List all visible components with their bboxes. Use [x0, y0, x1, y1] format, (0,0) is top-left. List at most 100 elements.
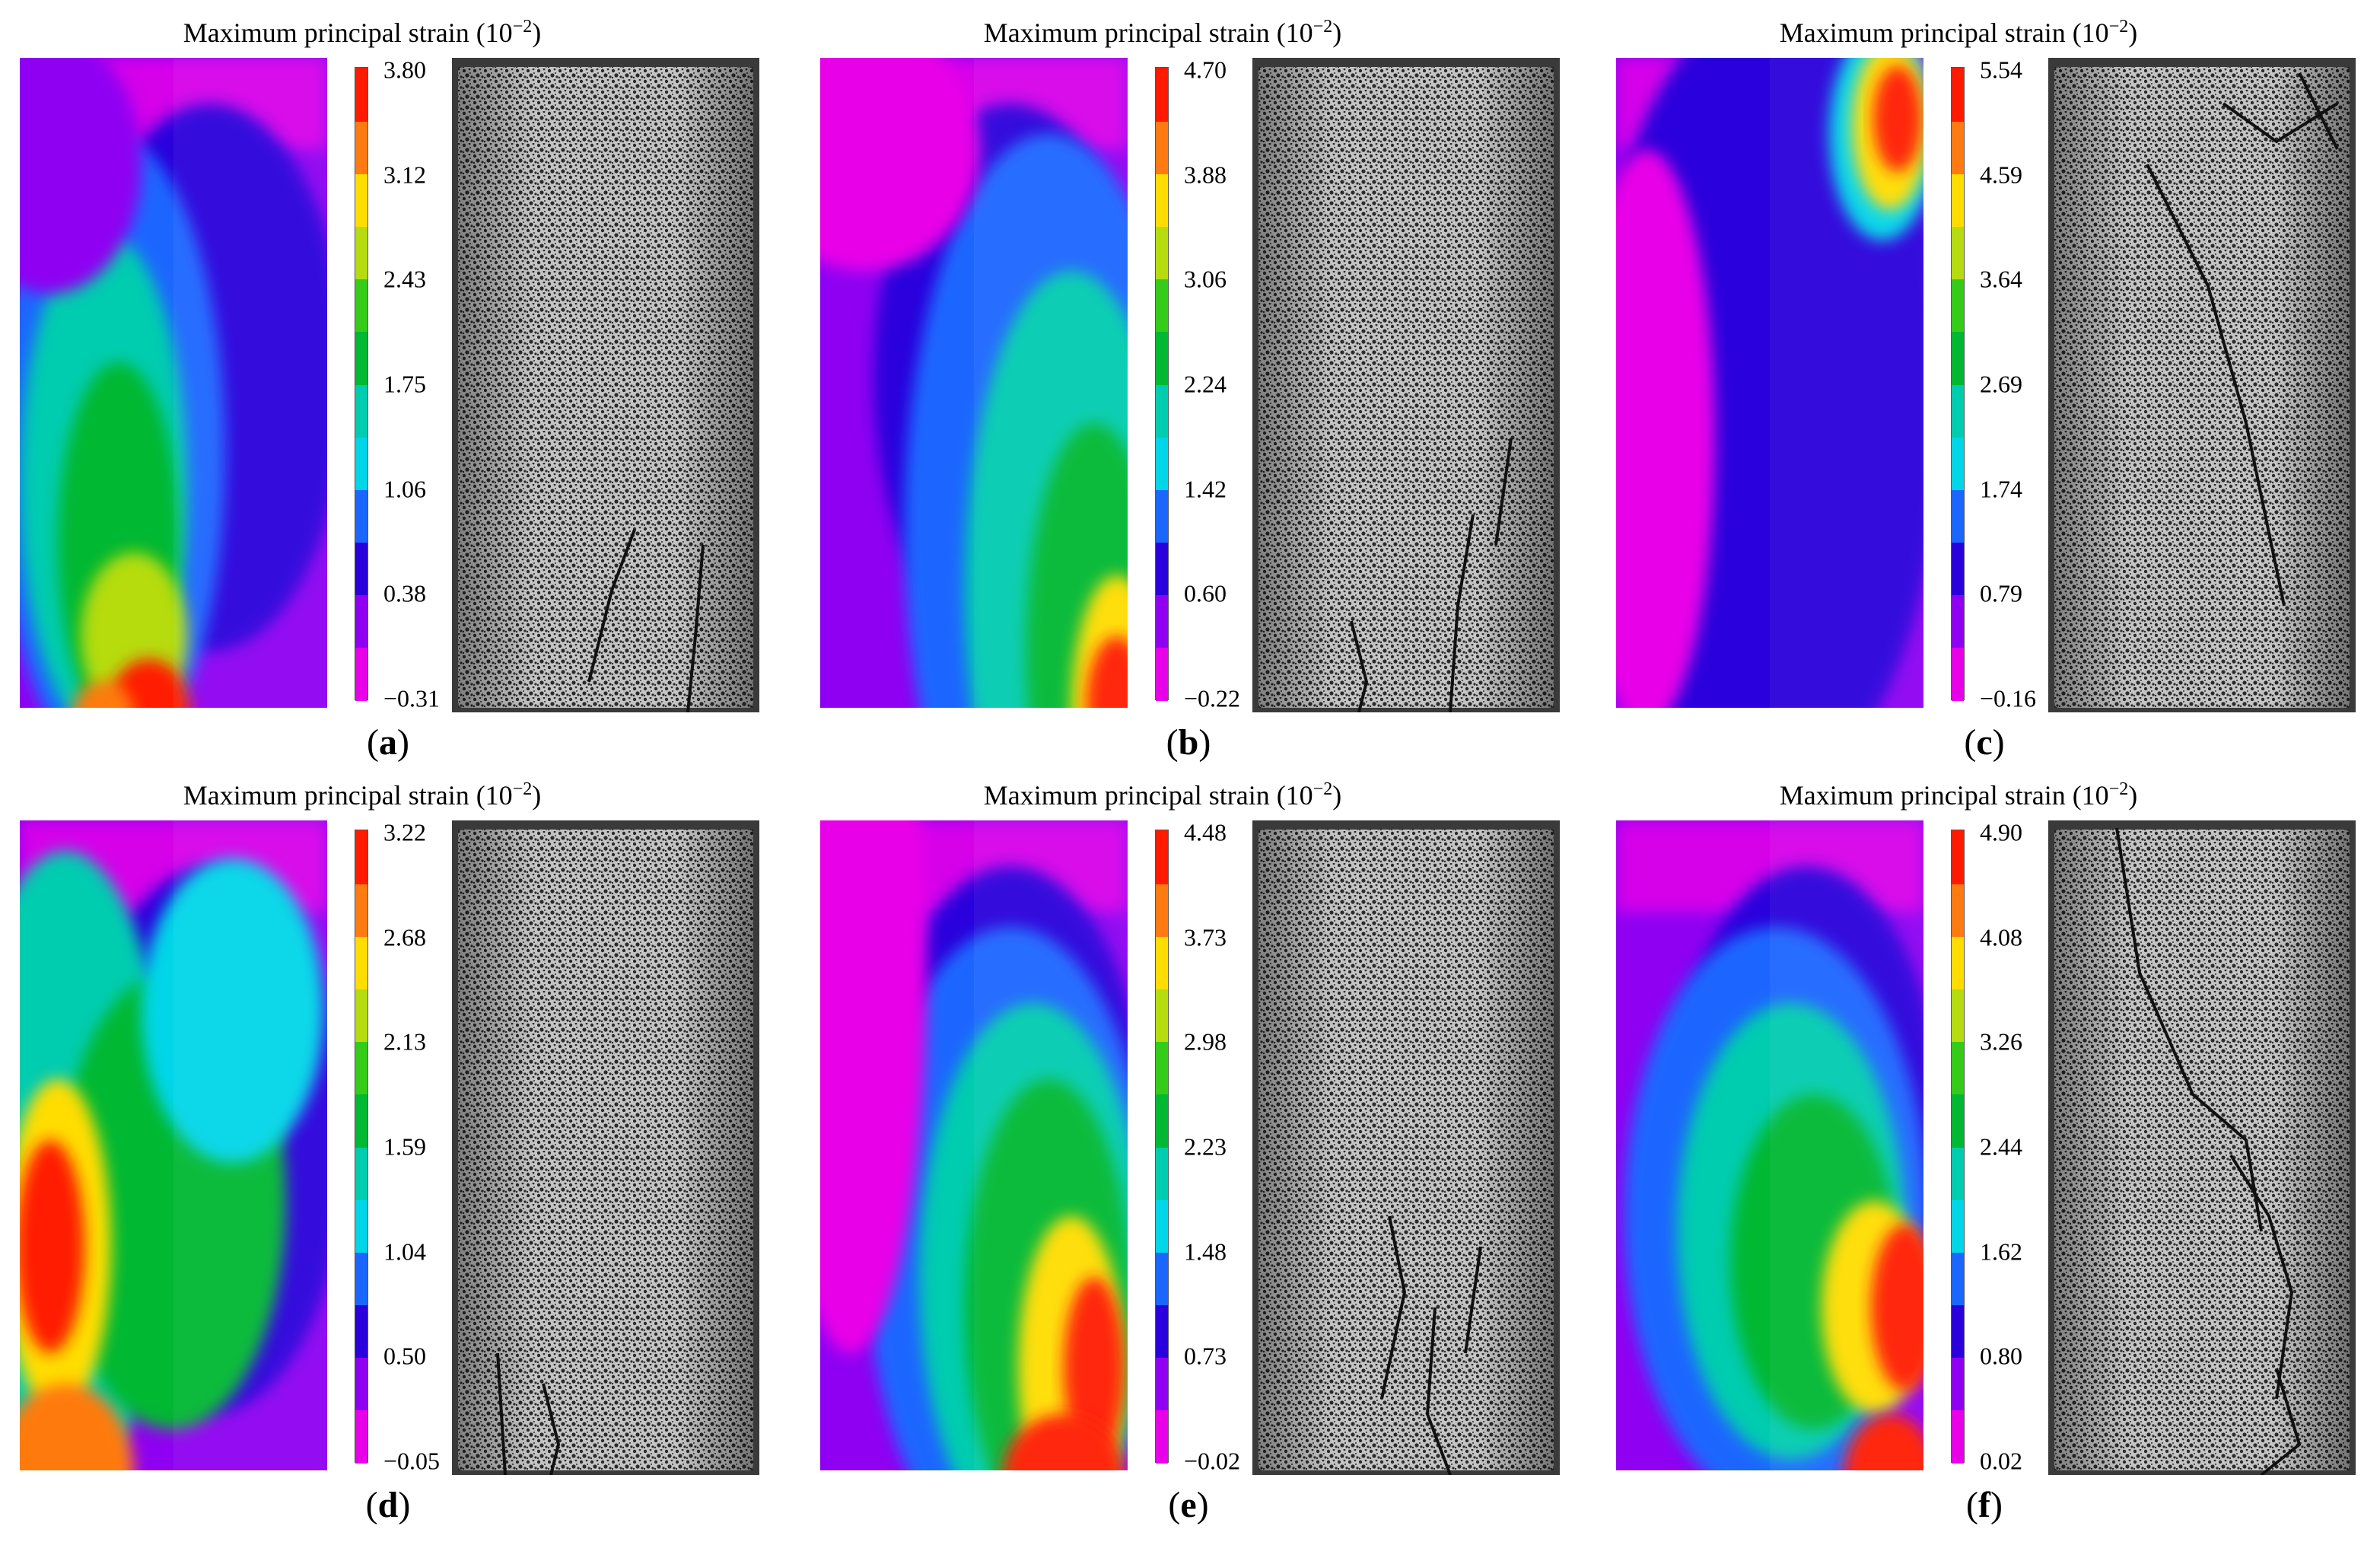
paren-open: (	[1168, 1485, 1181, 1525]
colorbar-segment	[1952, 384, 1964, 438]
colorbar-tick-label: 3.12	[383, 161, 426, 189]
colorbar-tick-label: 4.70	[1184, 56, 1227, 84]
colorbar-segment	[1156, 120, 1168, 174]
colorbar-segment	[355, 883, 368, 937]
colorbar-segment	[1952, 489, 1964, 543]
colorbar-segment	[1952, 173, 1964, 228]
contour-region-5	[142, 858, 324, 1163]
colorbar	[1951, 830, 1965, 1464]
paren-close: )	[1196, 1485, 1209, 1525]
paren-open: (	[367, 722, 379, 763]
colorbar-segment	[1952, 1356, 1964, 1411]
colorbar-segment	[1156, 988, 1168, 1043]
colorbar-segment	[1952, 594, 1964, 648]
colorbar-tick-label: 3.80	[383, 56, 426, 84]
contour-shade	[1770, 820, 1923, 1470]
colorbar-tick-label: 2.44	[1980, 1132, 2022, 1161]
colorbar-tick-label: 1.75	[383, 370, 426, 398]
colorbar-segment	[355, 646, 368, 701]
paren-open: (	[1964, 722, 1977, 763]
strain-contour-map	[820, 58, 1128, 708]
colorbar-segment	[355, 935, 368, 990]
title-close: )	[532, 18, 542, 48]
colorbar-tick-label: −0.16	[1980, 684, 2037, 712]
colorbar-segment	[1952, 225, 1964, 280]
colorbar-tick-label: 1.06	[383, 475, 426, 503]
title-text: Maximum principal strain (10	[983, 780, 1313, 811]
title-text: Maximum principal strain (10	[1779, 18, 2109, 48]
contour-region-5	[1844, 1414, 1923, 1470]
colorbar-segment	[1156, 384, 1168, 438]
colorbar-segment	[1952, 830, 1964, 884]
colorbar-tick-label: −0.22	[1184, 684, 1241, 712]
colorbar-tick-label: 0.02	[1980, 1447, 2022, 1475]
crack-line	[2222, 102, 2339, 144]
colorbar-segment	[1952, 1251, 1964, 1306]
colorbar-tick-label: 3.26	[1980, 1027, 2022, 1056]
specimen-photo-svg	[452, 820, 759, 1476]
contour-region-4	[1064, 1277, 1125, 1460]
panel-letter: e	[1180, 1485, 1197, 1525]
colorbar-segment	[1156, 646, 1168, 701]
panel-letter: a	[379, 722, 397, 763]
crack-line	[2229, 1154, 2294, 1400]
panel-title: Maximum principal strain (10−2)	[1738, 17, 2179, 49]
panel-title: Maximum principal strain (10−2)	[142, 779, 583, 811]
colorbar-tick-label: 2.24	[1184, 370, 1227, 398]
colorbar-segment	[355, 1304, 368, 1358]
colorbar-tick-label: 2.98	[1184, 1027, 1227, 1056]
strain-contour-map	[20, 58, 327, 708]
panel-label: (e)	[1112, 1484, 1265, 1526]
colorbar-tick-label: 0.50	[383, 1342, 426, 1370]
panel-e: Maximum principal strain (10−2) 4.48 3.73 2…	[800, 763, 1561, 1526]
specimen-photo-svg	[452, 58, 759, 713]
colorbar-tick-label: −0.02	[1184, 1447, 1241, 1475]
colorbar-tick-label: 1.74	[1980, 475, 2022, 503]
colorbar-segment	[355, 436, 368, 490]
crack-line	[2115, 827, 2263, 1232]
colorbar-segment	[1952, 1199, 1964, 1253]
contour-region-3	[20, 1140, 84, 1353]
paren-close: )	[1990, 1485, 2003, 1525]
colorbar-segment	[355, 1356, 368, 1411]
colorbar-segment	[1156, 1409, 1168, 1464]
paren-close: )	[397, 722, 409, 763]
paren-close: )	[398, 1485, 411, 1525]
panel-title: Maximum principal strain (10−2)	[942, 17, 1383, 49]
panel-title: Maximum principal strain (10−2)	[942, 779, 1383, 811]
colorbar-segment	[1156, 1146, 1168, 1200]
specimen-photo	[452, 58, 759, 713]
strain-contour-svg	[820, 58, 1128, 708]
specimen-shading	[1258, 67, 1554, 708]
colorbar-tick-label: 0.79	[1980, 579, 2022, 607]
colorbar-tick-label: 3.64	[1980, 265, 2022, 293]
colorbar-segment	[1156, 489, 1168, 543]
panel-f: Maximum principal strain (10−2) 4.90 4.08 3…	[1596, 763, 2357, 1525]
panel-title: Maximum principal strain (10−2)	[1738, 779, 2179, 811]
colorbar-segment	[1156, 1304, 1168, 1358]
crack-line	[1350, 620, 1369, 713]
contour-region-4	[1616, 149, 1715, 708]
colorbar-segment	[355, 278, 368, 333]
colorbar-segment	[1952, 436, 1964, 490]
specimen-photo-svg	[1252, 820, 1560, 1476]
contour-group	[20, 58, 327, 708]
colorbar-segment	[1952, 1409, 1964, 1464]
colorbar-segment	[1952, 1304, 1964, 1358]
specimen-photo	[1252, 58, 1560, 713]
colorbar-segment	[355, 384, 368, 438]
colorbar-tick-label: 1.42	[1184, 475, 1227, 503]
crack-line	[686, 544, 705, 713]
colorbar-tick-label: −0.31	[383, 684, 441, 712]
colorbar-tick-label: 4.08	[1980, 923, 2022, 951]
colorbar-segment	[1952, 1146, 1964, 1200]
title-close: )	[532, 780, 542, 811]
panel-title: Maximum principal strain (10−2)	[142, 17, 583, 49]
contour-region-4	[1087, 636, 1128, 708]
title-exponent: −2	[1312, 779, 1333, 799]
colorbar-segment	[1156, 436, 1168, 490]
panel-b: Maximum principal strain (10−2) 4.70 3.88 3…	[800, 0, 1561, 763]
specimen-shading	[458, 830, 753, 1470]
colorbar-segment	[1156, 1093, 1168, 1148]
panel-a: Maximum principal strain (10−2) 3.80 3.12 2…	[0, 0, 761, 763]
